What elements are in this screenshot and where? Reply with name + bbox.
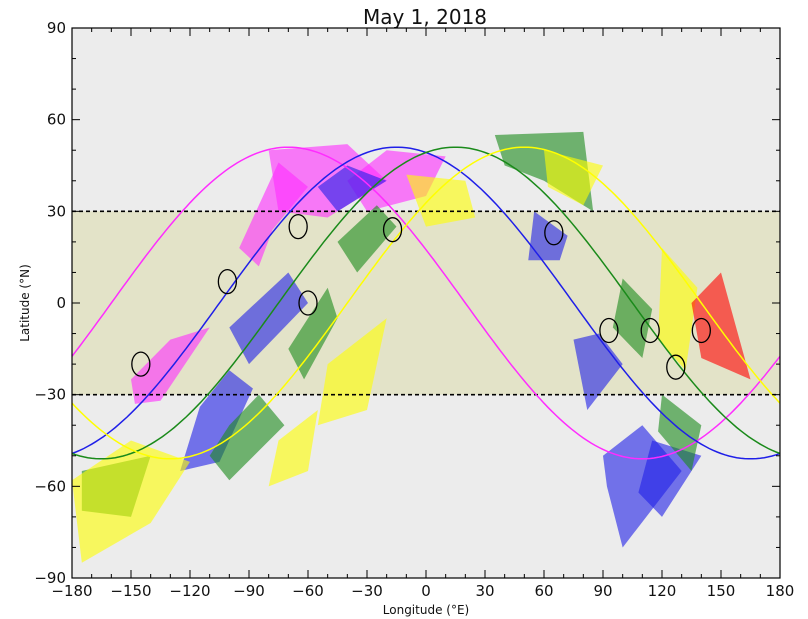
y-tick-label: −90 [34,569,66,587]
x-tick-label: 150 [707,582,736,600]
y-tick-label: 30 [47,202,66,220]
shaded-region [317,318,387,426]
y-tick-label: −60 [34,477,66,495]
shaded-region [544,150,603,206]
series-line-green [71,146,781,460]
x-tick-label: 180 [766,582,795,600]
shaded-region [288,287,338,380]
x-tick-label: 60 [534,582,553,600]
x-tick-label: −120 [169,582,210,600]
shaded-region [406,174,476,227]
shaded-region [528,211,568,261]
x-tick-label: −150 [110,582,151,600]
ellipse-marker [544,220,564,246]
x-tick-label: −60 [292,582,324,600]
x-tick-label: −180 [51,582,92,600]
ellipse-marker [640,317,660,344]
x-tick-label: 30 [475,582,494,600]
x-tick-label: −90 [233,582,265,600]
ellipse-marker [666,354,686,380]
ellipse-marker [382,217,403,243]
shaded-region [337,205,397,273]
x-tick-label: 120 [648,582,677,600]
ellipse-marker [217,268,238,295]
series-line-yellow [71,146,781,460]
shaded-region [268,409,318,487]
ellipse-marker [599,317,619,344]
x-tick-label: −30 [351,582,383,600]
shaded-region [612,278,653,358]
y-tick-label: −30 [34,386,66,404]
y-tick-label: 90 [47,19,66,37]
shaded-region [72,440,190,563]
chart-title: May 1, 2018 [363,5,487,29]
ellipse-marker [131,351,151,377]
series-line-magenta [71,146,781,460]
shaded-region [658,394,702,472]
ellipse-marker [288,213,308,240]
y-axis-title: Latitude (°N) [18,264,32,342]
ellipse-marker [691,317,711,344]
shaded-region [658,248,698,371]
shaded-region [691,272,751,380]
ellipse-marker [298,290,318,316]
y-tick-label: 0 [56,294,66,312]
y-tick-label: 60 [47,111,66,129]
shaded-region [229,272,308,365]
x-tick-label: 0 [421,582,431,600]
shaded-region [131,327,210,404]
x-tick-label: 90 [593,582,612,600]
shaded-region [209,394,285,481]
shaded-region [317,165,387,212]
x-axis-title: Longitude (°E) [383,603,469,617]
plot-area: −180 −150 −120 −90 −60 −30 0 30 60 90 120 150 180 −90… [34,19,794,600]
